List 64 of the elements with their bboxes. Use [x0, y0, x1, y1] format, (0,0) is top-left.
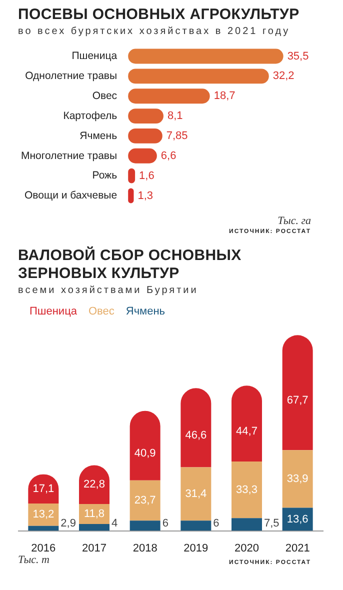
bar [282, 335, 313, 450]
y-tick-label: Пшеница [72, 50, 118, 62]
data-label: 46,6 [185, 430, 207, 442]
data-label: 31,4 [185, 488, 207, 500]
bar [128, 68, 269, 84]
chart-subtitle: во всех бурятских хозяйствах в 2021 году [18, 26, 292, 37]
data-label: 44,7 [236, 426, 258, 438]
data-label: 1,6 [139, 170, 154, 182]
bar [28, 526, 59, 531]
y-tick-label: Картофель [63, 110, 118, 122]
data-label: 40,9 [134, 448, 156, 460]
y-tick-label: Однолетние травы [25, 70, 118, 82]
data-label: 8,1 [167, 110, 183, 122]
data-label: 33,9 [286, 472, 308, 485]
x-tick-label: 2018 [132, 542, 158, 554]
data-label: 18,7 [214, 90, 236, 102]
chart-title: ВАЛОВОЙ СБОР ОСНОВНЫХ ЗЕРНОВЫХ КУЛЬТУР [18, 247, 242, 283]
x-tick-label: 2019 [184, 542, 208, 554]
x-tick-label: 2021 [285, 542, 310, 554]
text: Ячмень [126, 306, 166, 318]
data-label: 32,2 [272, 70, 294, 82]
y-tick-label: Рожь [92, 170, 118, 182]
data-label: 7,5 [264, 517, 280, 530]
bar [180, 467, 212, 521]
data-label: 11,8 [84, 508, 105, 520]
data-label: 1,3 [138, 190, 154, 202]
bar [130, 520, 160, 531]
x-tick-label: 2016 [31, 542, 56, 554]
data-label: 6 [213, 517, 220, 530]
bar [232, 386, 262, 462]
x-tick-label: 2020 [234, 542, 259, 554]
data-label: 67,7 [286, 394, 308, 407]
data-label: 17,1 [32, 482, 54, 495]
text: Тыс. га [278, 215, 311, 227]
bar [282, 450, 313, 508]
data-label: 7,85 [166, 130, 188, 142]
y-tick-label: Овощи и бахчевые [24, 190, 118, 202]
data-label: 4 [112, 517, 118, 530]
data-label: 2,9 [60, 517, 76, 530]
bar [232, 462, 262, 518]
data-label: 23,7 [134, 494, 156, 507]
data-label: 35,5 [287, 50, 309, 62]
bar [180, 388, 212, 468]
bar [28, 503, 59, 526]
y-tick-label: Многолетние травы [20, 150, 118, 162]
data-label: 6 [162, 517, 168, 530]
y-tick-label: Ячмень [80, 130, 118, 142]
x-tick-label: 2017 [82, 542, 106, 554]
chart-subtitle: всеми хозяйствами Бурятии [18, 285, 200, 296]
bar [130, 480, 160, 521]
data-label: 22,8 [84, 478, 105, 491]
y-tick-label: Овес [92, 90, 118, 102]
bar [79, 524, 110, 531]
data-label: 6,6 [160, 150, 176, 162]
bar [128, 48, 284, 64]
bar [232, 518, 262, 531]
chart-title: ПОСЕВЫ ОСНОВНЫХ АГРОКУЛЬТУР [18, 6, 300, 24]
bar [130, 410, 160, 480]
data-label: 13,2 [32, 508, 54, 521]
data-label: 13,6 [286, 513, 308, 526]
text: Тыс. т [18, 554, 50, 566]
bar [128, 88, 210, 104]
bar [180, 520, 212, 531]
data-label: 33,3 [236, 484, 258, 496]
